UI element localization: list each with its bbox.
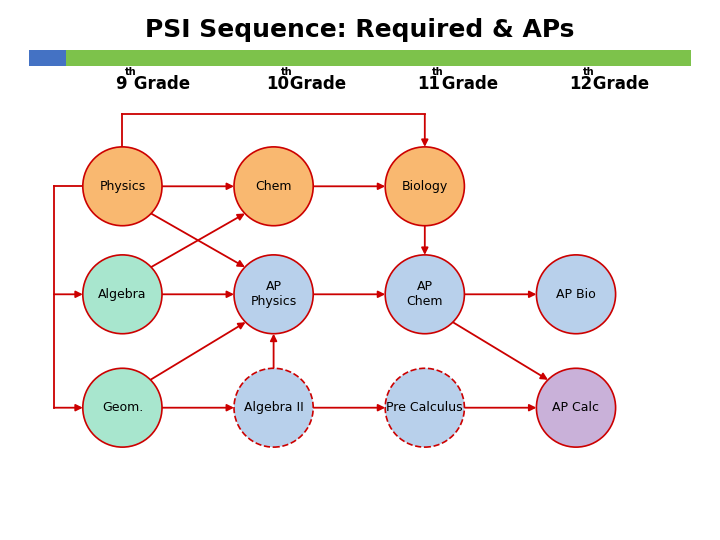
Ellipse shape [385,255,464,334]
Text: Grade: Grade [587,75,649,93]
Text: 11: 11 [418,75,441,93]
Ellipse shape [83,255,162,334]
Ellipse shape [83,147,162,226]
Text: 12: 12 [569,75,592,93]
Text: AP
Physics: AP Physics [251,280,297,308]
Text: Pre Calculus: Pre Calculus [387,401,463,414]
FancyBboxPatch shape [29,50,691,66]
Text: Geom.: Geom. [102,401,143,414]
Text: PSI Sequence: Required & APs: PSI Sequence: Required & APs [145,18,575,42]
Ellipse shape [536,368,616,447]
Text: Grade: Grade [284,75,346,93]
Text: AP Calc: AP Calc [552,401,600,414]
Text: AP Bio: AP Bio [556,288,596,301]
Text: Algebra II: Algebra II [244,401,303,414]
Ellipse shape [385,147,464,226]
Text: Biology: Biology [402,180,448,193]
Ellipse shape [536,255,616,334]
Ellipse shape [234,368,313,447]
Text: 9: 9 [115,75,127,93]
Text: Grade: Grade [436,75,498,93]
FancyBboxPatch shape [29,50,66,66]
Text: th: th [281,67,292,77]
Ellipse shape [234,147,313,226]
Text: th: th [432,67,444,77]
Text: Chem: Chem [256,180,292,193]
Text: th: th [583,67,595,77]
Ellipse shape [385,368,464,447]
Text: Physics: Physics [99,180,145,193]
Text: 10: 10 [266,75,289,93]
Ellipse shape [234,255,313,334]
Text: th: th [125,67,136,77]
Ellipse shape [83,368,162,447]
Text: Algebra: Algebra [98,288,147,301]
Text: AP
Chem: AP Chem [407,280,443,308]
Text: Grade: Grade [128,75,190,93]
